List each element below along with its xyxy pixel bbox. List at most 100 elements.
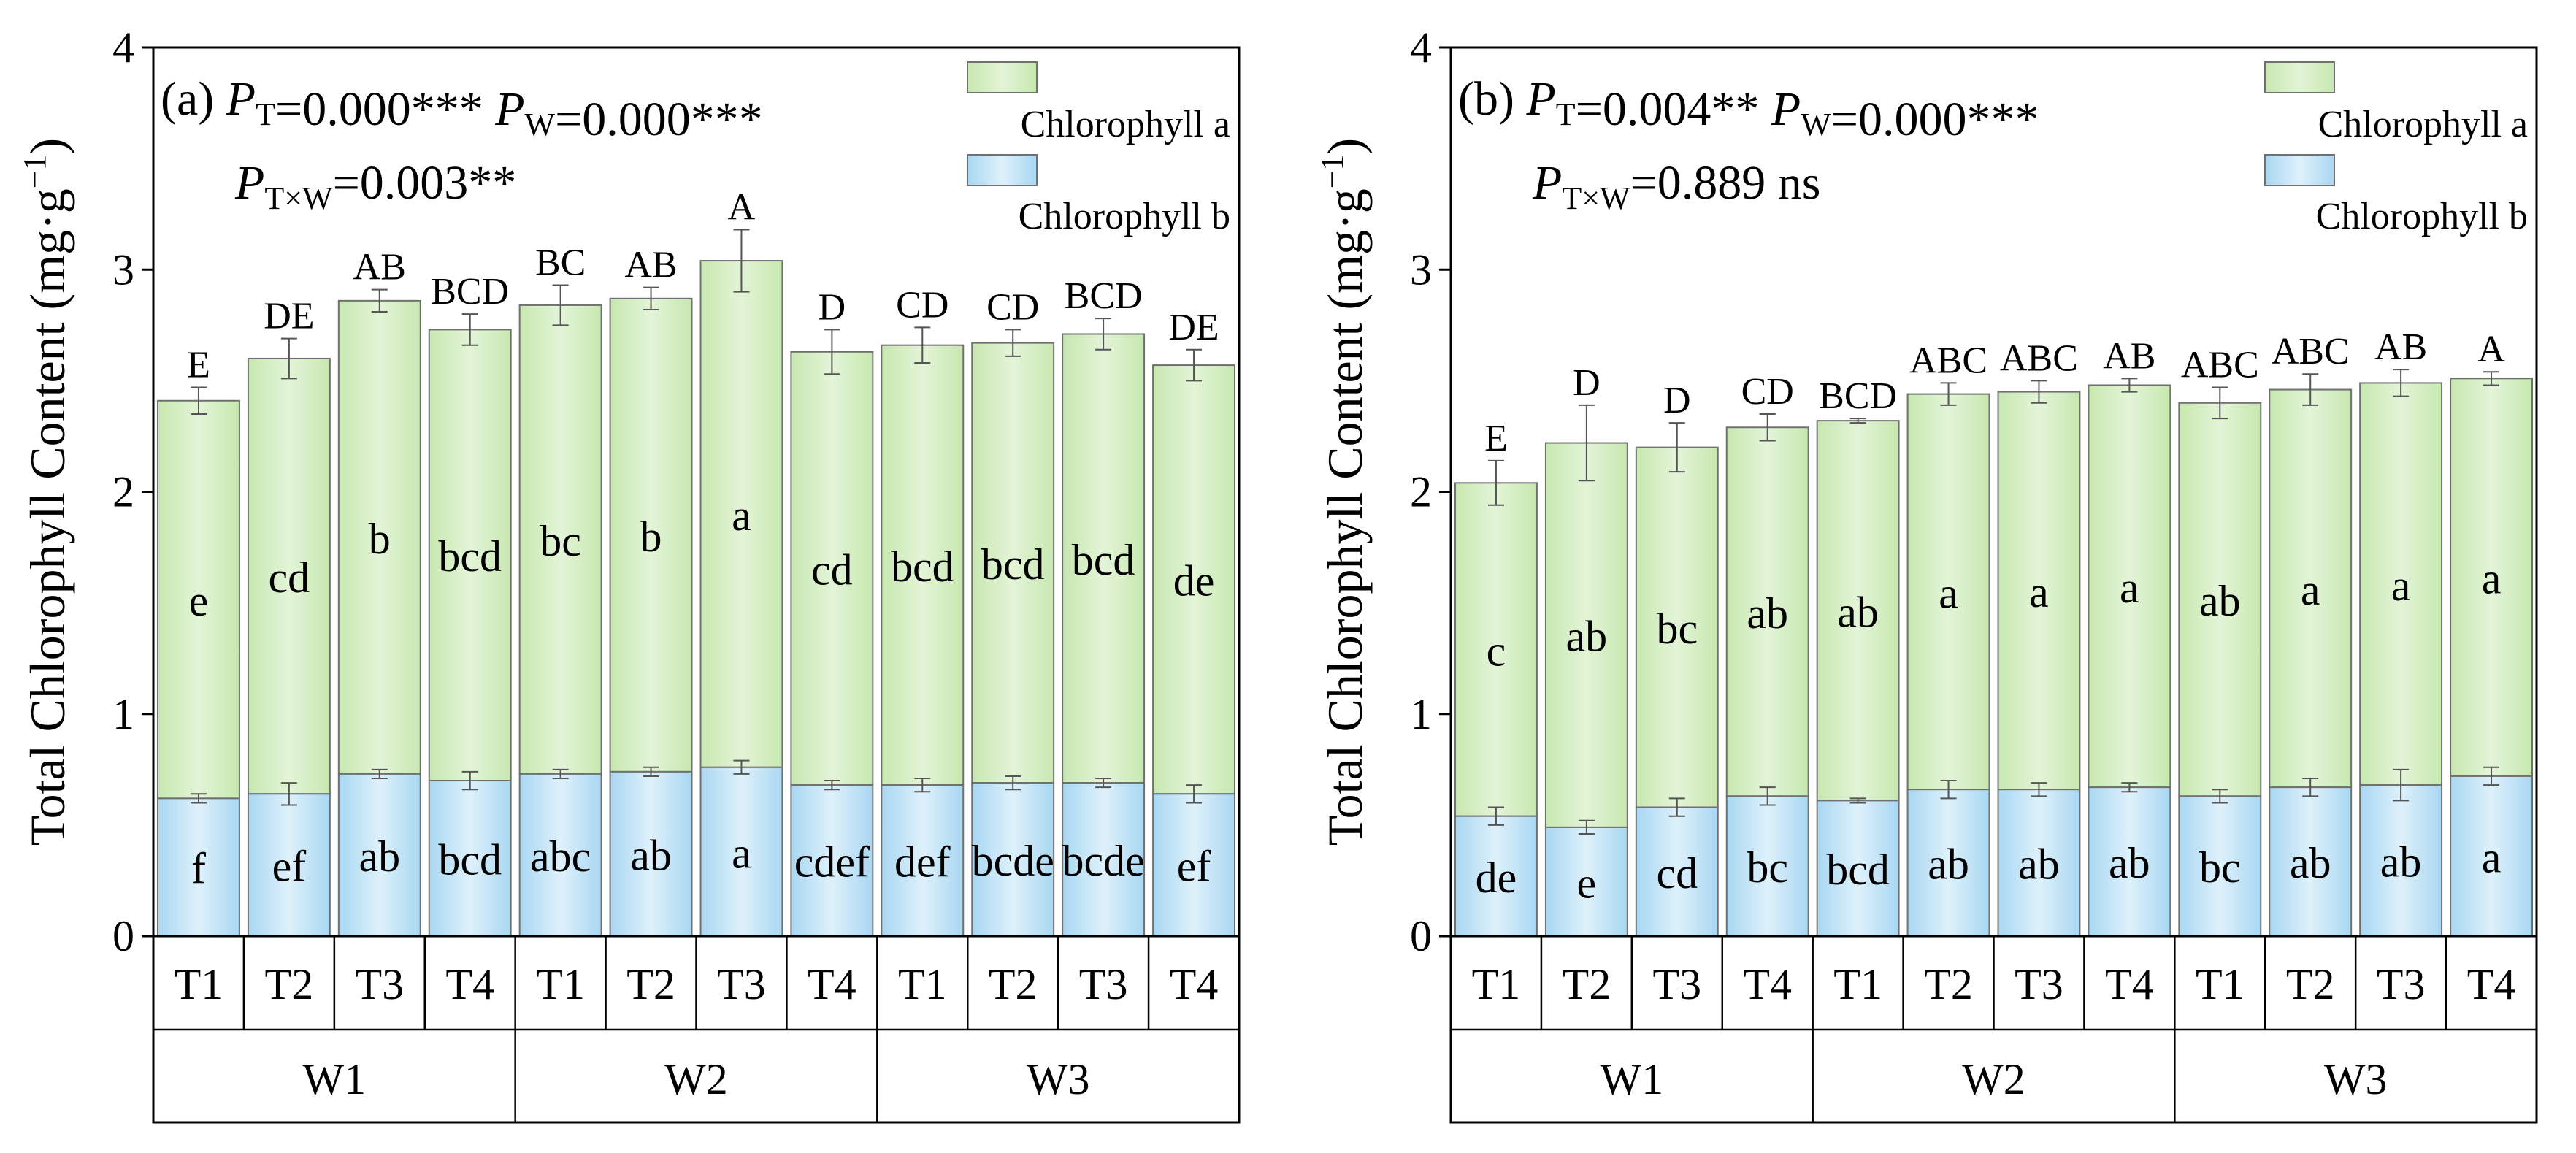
p-value: =0.889 ns — [1630, 156, 1821, 210]
bar-chlorophyll-b — [2450, 775, 2533, 937]
error-bar-chlorophyll-b — [2483, 766, 2500, 786]
significance-label-chlorophyll-a: b — [369, 515, 391, 563]
bar-chlorophyll-b — [1997, 789, 2081, 937]
significance-label-chlorophyll-b: ef — [1177, 843, 1211, 891]
significance-label-total: AB — [624, 245, 677, 286]
x-tick-label: T3 — [355, 960, 404, 1008]
significance-label-chlorophyll-b: def — [894, 838, 951, 886]
bar-chlorophyll-b — [157, 797, 240, 937]
y-axis-title: Total Chlorophyll Content (mg·g−1) — [17, 138, 75, 846]
bar-chlorophyll-a — [2359, 382, 2443, 786]
error-bar-chlorophyll-b — [1186, 784, 1203, 804]
legend-swatch-chlorophyll-b — [967, 154, 1038, 186]
legend: Chlorophyll a Chlorophyll b — [2264, 61, 2528, 237]
y-tick-label: 3 — [112, 245, 134, 294]
significance-label-chlorophyll-b: ab — [2290, 839, 2331, 887]
significance-label-chlorophyll-b: ab — [2018, 840, 2060, 889]
significance-label-chlorophyll-a: a — [2482, 555, 2502, 603]
error-bar-chlorophyll-b — [280, 782, 297, 806]
group-label: W3 — [1027, 1055, 1090, 1103]
significance-label-total: BCD — [431, 271, 509, 313]
bar-chlorophyll-a — [699, 260, 783, 768]
bar-chlorophyll-a — [1454, 482, 1538, 817]
p-variable: P — [1771, 83, 1801, 136]
bar-chlorophyll-b — [790, 784, 874, 937]
x-tick-label: T1 — [2196, 960, 2245, 1008]
bar-chlorophyll-a — [2450, 378, 2533, 777]
error-bar-chlorophyll-b — [1668, 797, 1685, 817]
bar-chlorophyll-b — [609, 770, 693, 937]
x-tick-label: T3 — [1079, 960, 1128, 1008]
space — [1759, 83, 1771, 136]
error-bar-total — [1487, 459, 1504, 506]
group-label: W2 — [1962, 1055, 2025, 1103]
bar-chlorophyll-a — [428, 329, 512, 782]
x-tick-label: T1 — [175, 960, 223, 1008]
significance-label-total: BCD — [1065, 275, 1143, 317]
error-bar-total — [914, 326, 931, 364]
significance-label-chlorophyll-b: bcde — [972, 837, 1054, 885]
significance-label-chlorophyll-a: bcd — [891, 543, 954, 591]
x-tick-label: T2 — [1924, 960, 1973, 1008]
significance-label-chlorophyll-b: ab — [630, 831, 672, 879]
group-label: W2 — [664, 1055, 728, 1103]
error-bar-chlorophyll-b — [2031, 782, 2047, 797]
significance-label-chlorophyll-a: a — [2120, 564, 2139, 612]
error-bar-total — [2212, 386, 2228, 420]
significance-label-chlorophyll-b: ab — [2380, 838, 2422, 886]
significance-label-total: D — [1663, 380, 1691, 421]
x-tick-label: T1 — [536, 960, 585, 1008]
p-subscript: T — [1556, 96, 1576, 132]
x-tick-label: T3 — [2377, 960, 2426, 1008]
stats-line-1: (b) PT=0.004** PW=0.000*** — [1458, 72, 2039, 146]
x-tick-label: T4 — [1170, 960, 1219, 1008]
significance-label-total: AB — [2103, 335, 2155, 377]
p-subscript: T — [256, 96, 275, 132]
error-bar-total — [2121, 378, 2138, 393]
error-bar-chlorophyll-b — [643, 766, 659, 777]
bar-chlorophyll-a — [1906, 393, 1990, 791]
significance-label-total: AB — [2374, 326, 2427, 368]
error-bar-total — [643, 286, 659, 311]
panel-label: (b) — [1458, 72, 1514, 126]
p-value: =0.003** — [333, 156, 517, 210]
y-tick-label: 3 — [1410, 245, 1432, 294]
error-bar-total — [2031, 380, 2047, 404]
x-tick-label: T1 — [1472, 960, 1521, 1008]
x-tick-label: T2 — [2286, 960, 2335, 1008]
p-value: =0.000*** — [1831, 93, 2039, 146]
bar-chlorophyll-a — [1997, 391, 2081, 791]
error-bar-chlorophyll-b — [1849, 797, 1866, 804]
error-bar-chlorophyll-b — [552, 768, 569, 779]
bar-chlorophyll-a — [609, 297, 693, 773]
error-bar-total — [2393, 369, 2410, 397]
significance-label-chlorophyll-a: ab — [1747, 589, 1788, 637]
error-bar-chlorophyll-b — [371, 768, 388, 779]
stats-line-2: PT×W=0.889 ns — [1532, 156, 1820, 216]
significance-label-total: A — [728, 186, 756, 228]
x-tick-label: T2 — [626, 960, 675, 1008]
significance-label-chlorophyll-a: e — [189, 577, 209, 625]
x-tick-label: T4 — [2105, 960, 2154, 1008]
x-tick-label: T2 — [265, 960, 314, 1008]
bar-chlorophyll-b — [428, 780, 512, 938]
y-tick-label: 2 — [1410, 468, 1432, 516]
x-tick-label: T3 — [1652, 960, 1701, 1008]
significance-label-chlorophyll-b: bcd — [438, 836, 502, 884]
bar-chlorophyll-b — [2088, 786, 2171, 937]
bar-chlorophyll-a — [1544, 442, 1628, 828]
x-tick-label: T2 — [989, 960, 1038, 1008]
error-bar-chlorophyll-b — [1095, 777, 1112, 789]
significance-label-total: A — [2477, 329, 2505, 370]
p-value: =0.000*** — [555, 93, 763, 146]
significance-label-total: D — [819, 286, 846, 328]
bar-chlorophyll-a — [518, 304, 602, 775]
bar-chlorophyll-a — [881, 344, 965, 786]
y-tick-label: 0 — [112, 912, 134, 960]
bar-chlorophyll-b — [1062, 782, 1146, 937]
y-tick-label: 1 — [112, 690, 134, 738]
error-bar-chlorophyll-b — [914, 777, 931, 793]
y-tick-label: 1 — [1410, 690, 1432, 738]
significance-label-chlorophyll-a: bc — [540, 517, 581, 565]
significance-label-chlorophyll-a: bcd — [1072, 536, 1135, 584]
